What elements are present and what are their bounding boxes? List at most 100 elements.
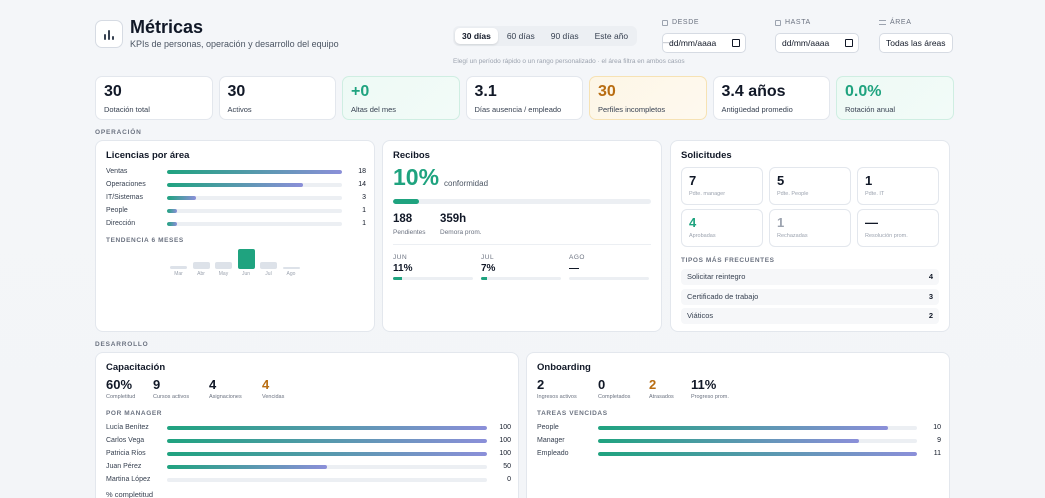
- conformidad-bar: [393, 199, 651, 204]
- hasta-label: HASTA: [775, 19, 811, 26]
- bar-row: Carlos Vega 100: [106, 436, 511, 446]
- month-label: JUL: [481, 254, 495, 261]
- bar-row: Martina López 0: [106, 475, 511, 485]
- dev-stat-value: 4: [262, 377, 270, 392]
- kpi-label: Antigüedad promedio: [721, 105, 793, 114]
- period-this-year[interactable]: Este año: [594, 31, 629, 41]
- request-stat-label: Pdte. People: [777, 191, 809, 197]
- bar-row: Patricia Ríos 100: [106, 449, 511, 459]
- trend-bar: [282, 267, 300, 269]
- bar-row: People 1: [106, 206, 366, 216]
- kpi-card: 30 Activos: [218, 76, 336, 120]
- manager-label: POR MANAGER: [106, 410, 163, 417]
- dev-stat-label: Atrasados: [649, 394, 674, 400]
- section-operacion: OPERACIÓN: [95, 129, 142, 136]
- hasta-date-input[interactable]: dd/mm/aaaa: [775, 33, 859, 53]
- request-stat: 4 Aprobadas: [681, 209, 763, 247]
- kpi-value: 3.4 años: [721, 83, 786, 100]
- bar-value: 9: [937, 437, 941, 444]
- request-stat: 7 Pdte. manager: [681, 167, 763, 205]
- pendientes-value: 188: [393, 213, 413, 225]
- bar-track: [167, 170, 342, 174]
- bar-fill: [598, 426, 888, 430]
- bar-track: [167, 222, 342, 226]
- bar-fill: [598, 452, 917, 456]
- month-bar: [393, 277, 473, 280]
- calendar-icon: [775, 19, 781, 26]
- bar-label: Martina López: [106, 476, 151, 483]
- bar-row: Ventas 18: [106, 167, 366, 177]
- trend-bar: [215, 262, 232, 269]
- bar-row: Dirección 1: [106, 219, 366, 229]
- trend-chart: Mar Abr May Jun Jul Ago: [170, 241, 310, 277]
- request-type-name: Solicitar reintegro: [687, 272, 746, 281]
- conformidad-value: 10%: [393, 164, 440, 190]
- area-label: ÁREA: [879, 19, 911, 26]
- kpi-value: 30: [598, 83, 616, 100]
- hasta-date-value: dd/mm/aaaa: [782, 38, 830, 48]
- month-bar: [481, 277, 561, 280]
- onboarding-title: Onboarding: [537, 362, 591, 373]
- request-stat: 1 Rechazadas: [769, 209, 851, 247]
- divider: [393, 244, 651, 245]
- request-stat: 1 Pdte. IT: [857, 167, 939, 205]
- bar-track: [167, 209, 342, 213]
- request-stat-value: 1: [777, 215, 785, 230]
- request-type-name: Viáticos: [687, 311, 714, 320]
- bar-label: Operaciones: [106, 181, 146, 188]
- kpi-row: 30 Dotación total 30 Activos +0 Altas del m…: [95, 76, 954, 120]
- conformidad-label: conformidad: [444, 179, 489, 188]
- bar-fill: [167, 439, 487, 443]
- period-selector: 30 días 60 días 90 días Este año: [453, 26, 638, 46]
- solicitudes-card: Solicitudes 7 Pdte. manager 5 Pdte. People 1…: [670, 140, 950, 332]
- period-60-days[interactable]: 60 días: [506, 31, 535, 41]
- month-value: 11%: [393, 263, 413, 274]
- hasta-label-text: HASTA: [785, 19, 811, 26]
- bar-value: 100: [499, 424, 511, 431]
- trend-month-label: Jun: [241, 271, 251, 277]
- kpi-label: Días ausencia / empleado: [474, 105, 562, 114]
- kpi-label: Perfiles incompletos: [598, 105, 666, 114]
- period-90-days[interactable]: 90 días: [550, 31, 579, 41]
- calendar-icon[interactable]: [732, 39, 740, 47]
- bar-label: People: [537, 424, 559, 431]
- dev-stat-label: Cursos activos: [153, 394, 190, 400]
- date-range-separator: —: [663, 37, 672, 47]
- trend-month-label: Jul: [265, 271, 272, 277]
- trend-month-label: Abr: [197, 271, 205, 277]
- conformidad-bar-fill: [393, 199, 419, 204]
- bar-track: [167, 452, 487, 456]
- licencias-card: Licencias por área Ventas 18 Operaciones 14…: [95, 140, 375, 332]
- kpi-label: Rotación anual: [845, 105, 896, 114]
- bar-label: Dirección: [106, 220, 136, 227]
- capacitacion-title: Capacitación: [106, 362, 166, 373]
- bar-fill: [167, 426, 487, 430]
- desde-date-input[interactable]: dd/mm/aaaa: [662, 33, 746, 53]
- bar-label: Empleado: [537, 450, 569, 457]
- request-stat-value: 7: [689, 173, 697, 188]
- bar-value: 10: [933, 424, 941, 431]
- calendar-icon[interactable]: [845, 39, 853, 47]
- dev-stat-value: 2: [537, 377, 545, 392]
- kpi-label: Dotación total: [104, 105, 150, 114]
- dev-stat-label: Asignaciones: [209, 394, 242, 400]
- bar-label: Patricia Ríos: [106, 450, 146, 457]
- period-30-days[interactable]: 30 días: [455, 28, 498, 44]
- dev-stat-label: Progreso prom.: [691, 394, 729, 400]
- kpi-value: +0: [351, 83, 370, 100]
- bar-value: 11: [933, 450, 941, 457]
- bar-row: People 10: [537, 423, 941, 433]
- month-bar: [569, 277, 649, 280]
- trend-month-label: Ago: [286, 271, 296, 277]
- area-select[interactable]: Todas las áreas: [879, 33, 953, 53]
- bar-fill: [167, 452, 487, 456]
- bar-fill: [167, 222, 177, 226]
- request-stat-value: 1: [865, 173, 873, 188]
- dev-stat-label: Completitud: [106, 394, 136, 400]
- section-desarrollo: DESARROLLO: [95, 341, 149, 348]
- request-stat-label: Resolución prom.: [865, 233, 908, 239]
- bar-value: 100: [499, 450, 511, 457]
- bar-fill: [167, 183, 304, 187]
- dev-stat-value: 11%: [691, 377, 717, 392]
- recibos-card: Recibos 10% conformidad 188 Pendientes 3…: [382, 140, 662, 332]
